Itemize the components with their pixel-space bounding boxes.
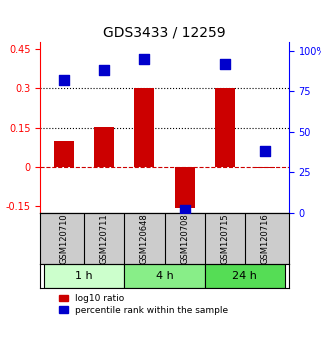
- Bar: [255, 167, 275, 168]
- Text: GSM120711: GSM120711: [100, 213, 109, 264]
- Title: GDS3433 / 12259: GDS3433 / 12259: [103, 26, 226, 40]
- FancyBboxPatch shape: [125, 264, 205, 288]
- Bar: [175, 167, 195, 207]
- Point: [102, 67, 107, 73]
- FancyBboxPatch shape: [205, 264, 285, 288]
- Text: 1 h: 1 h: [75, 271, 93, 281]
- Text: GSM120715: GSM120715: [220, 213, 229, 264]
- Text: 4 h: 4 h: [156, 271, 173, 281]
- Bar: [94, 127, 114, 167]
- Bar: [215, 88, 235, 167]
- Text: GSM120648: GSM120648: [140, 213, 149, 264]
- Text: GSM120716: GSM120716: [260, 213, 269, 264]
- Point: [62, 77, 67, 82]
- Point: [142, 56, 147, 62]
- Text: GSM120708: GSM120708: [180, 213, 189, 264]
- Point: [182, 207, 187, 212]
- Text: 24 h: 24 h: [232, 271, 257, 281]
- Bar: [134, 88, 154, 167]
- Point: [262, 148, 267, 154]
- Legend: log10 ratio, percentile rank within the sample: log10 ratio, percentile rank within the …: [57, 292, 230, 316]
- Point: [222, 61, 227, 67]
- FancyBboxPatch shape: [44, 264, 125, 288]
- Bar: [54, 141, 74, 167]
- Text: GSM120710: GSM120710: [60, 213, 69, 264]
